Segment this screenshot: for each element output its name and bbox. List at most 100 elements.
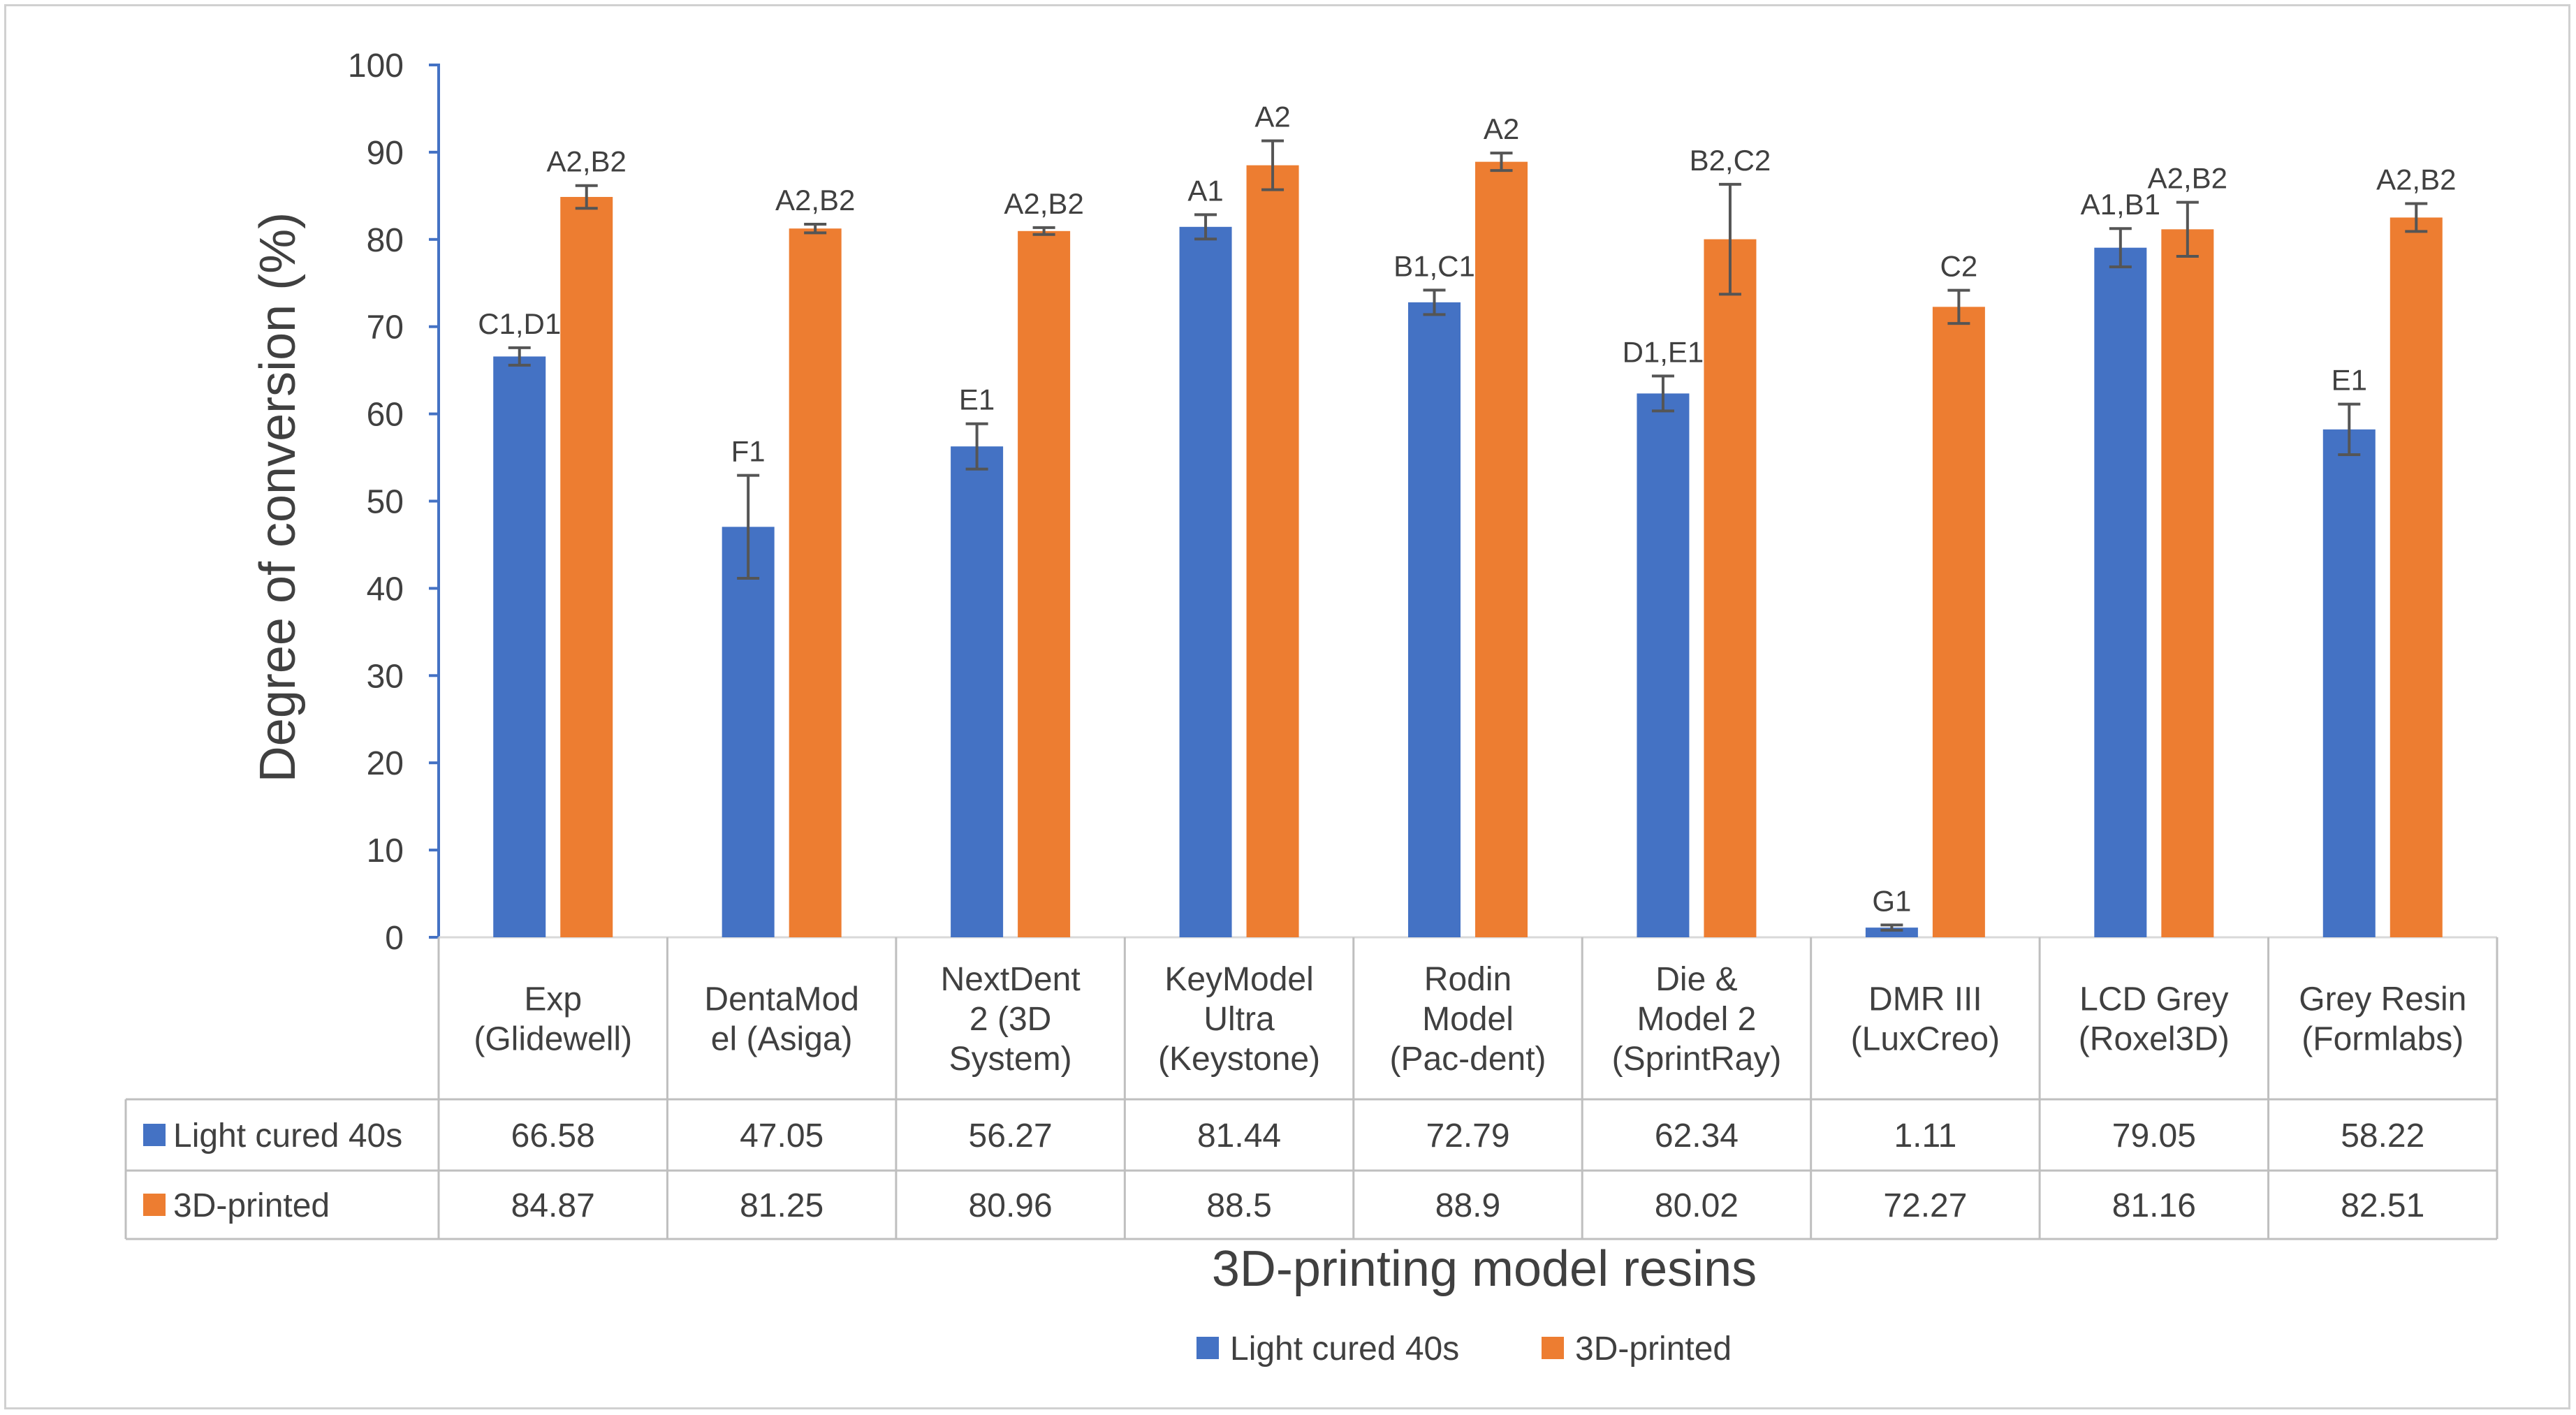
category-label-line: (Formlabs) [2301, 1021, 2464, 1058]
data-label: A2,B2 [547, 145, 627, 178]
data-label: G1 [1872, 884, 1911, 917]
y-tick-label: 80 [367, 222, 404, 259]
chart-frame [4, 4, 2570, 1409]
y-tick-label: 70 [367, 309, 404, 346]
table-cell: 80.96 [969, 1187, 1053, 1224]
bar-light-cured [722, 527, 775, 937]
bar-3d-printed [2161, 229, 2214, 937]
x-axis-title: 3D-printing model resins [1212, 1241, 1757, 1297]
bar-3d-printed [789, 228, 842, 937]
y-tick-label: 10 [367, 833, 404, 870]
table-cell: 66.58 [511, 1117, 595, 1154]
legend-label: 3D-printed [1575, 1330, 1732, 1368]
category-label: Rodin Model (Pac-dent) [1389, 961, 1546, 1078]
table-cell: 47.05 [740, 1117, 824, 1154]
data-label: A2,B2 [775, 184, 855, 217]
table-cell: 84.87 [511, 1187, 595, 1224]
y-tick-label: 60 [367, 397, 404, 434]
bar-3d-printed [1932, 307, 1985, 938]
data-label: D1,E1 [1623, 335, 1704, 368]
category-label-line: Grey Resin [2299, 981, 2466, 1018]
legend-swatch [1196, 1337, 1219, 1359]
category-label: DMR III (LuxCreo) [1851, 981, 2000, 1058]
bar-3d-printed [2390, 217, 2443, 938]
table-cell: 81.25 [740, 1187, 824, 1224]
category-label-line: (Pac-dent) [1389, 1041, 1546, 1078]
bar-light-cured [1408, 302, 1461, 937]
table-cell: 88.5 [1206, 1187, 1271, 1224]
bar-light-cured [1865, 928, 1918, 937]
table-cell: 72.27 [1883, 1187, 1967, 1224]
table-cell: 72.79 [1426, 1117, 1509, 1154]
data-label: C1,D1 [478, 307, 561, 340]
data-label: A2,B2 [2376, 163, 2456, 196]
category-label-line: Ultra [1203, 1001, 1275, 1038]
legend-swatch [1542, 1337, 1564, 1359]
y-axis: 0 10 20 30 40 50 60 70 80 90 100 [348, 47, 2497, 957]
data-label: E1 [2332, 364, 2367, 397]
category-label-line: Rodin [1424, 961, 1512, 998]
table-cell: 56.27 [969, 1117, 1053, 1154]
category-label-line: (SprintRay) [1612, 1041, 1782, 1078]
category-label-line: DMR III [1868, 981, 1982, 1018]
category-label-line: (Keystone) [1158, 1041, 1320, 1078]
data-label: A2 [1254, 101, 1290, 133]
y-tick-label: 90 [367, 135, 404, 172]
category-label: Grey Resin (Formlabs) [2299, 981, 2466, 1058]
legend: Light cured 40s 3D-printed [1196, 1330, 1732, 1368]
table-series-name: 3D-printed [173, 1187, 330, 1224]
y-tick-label: 30 [367, 658, 404, 695]
table-cell: 80.02 [1655, 1187, 1739, 1224]
bar-3d-printed [1704, 239, 1757, 938]
y-tick-label: 20 [367, 745, 404, 782]
table-legend-swatch [143, 1194, 166, 1216]
table-cell: 79.05 [2112, 1117, 2196, 1154]
category-label-line: (LuxCreo) [1851, 1021, 2000, 1058]
table-cell: 58.22 [2341, 1117, 2424, 1154]
category-label-line: el (Asiga) [711, 1021, 853, 1058]
category-label-line: Die & [1655, 961, 1737, 998]
y-axis-title: Degree of conversion (%) [250, 212, 306, 782]
data-label: B2,C2 [1690, 144, 1771, 177]
legend-label: Light cured 40s [1230, 1330, 1459, 1368]
data-label: A2,B2 [2148, 162, 2227, 195]
y-tick-label: 50 [367, 484, 404, 521]
category-label-line: DentaMod [704, 981, 858, 1018]
category-label: Die & Model 2 (SprintRay) [1612, 961, 1782, 1078]
y-tick-label: 0 [385, 920, 404, 957]
table-series-name: Light cured 40s [173, 1117, 402, 1154]
bar-light-cured [1179, 226, 1232, 937]
data-label: A2 [1484, 112, 1519, 145]
bar-light-cured [951, 446, 1004, 937]
data-label: E1 [959, 383, 995, 416]
bar-3d-printed [560, 196, 613, 938]
data-label: F1 [731, 435, 766, 468]
category-label: LCD Grey (Roxel3D) [2079, 981, 2230, 1058]
category-label-line: System) [949, 1041, 1072, 1078]
y-tick-label: 100 [348, 47, 404, 85]
table-cell: 62.34 [1655, 1117, 1739, 1154]
category-label-line: Model 2 [1637, 1001, 1757, 1038]
data-label: A1,B1 [2081, 188, 2160, 221]
bar-3d-printed [1246, 165, 1299, 937]
bar-3d-printed [1475, 161, 1528, 937]
category-label: DentaMod el (Asiga) [704, 981, 858, 1058]
bar-light-cured [2094, 247, 2147, 937]
data-label: A2,B2 [1004, 187, 1083, 220]
table-cell: 82.51 [2341, 1187, 2424, 1224]
bar-light-cured [493, 356, 546, 938]
table-cell: 88.9 [1435, 1187, 1500, 1224]
category-label: Exp (Glidewell) [474, 981, 632, 1058]
category-label-line: 2 (3D [969, 1001, 1051, 1038]
data-label: B1,C1 [1393, 249, 1475, 282]
category-label: KeyModel Ultra (Keystone) [1158, 961, 1320, 1078]
table-legend-swatch [143, 1124, 166, 1146]
category-label-line: NextDent [941, 961, 1081, 998]
data-label: C2 [1940, 250, 1978, 283]
data-label: A1 [1187, 174, 1223, 207]
y-tick-label: 40 [367, 571, 404, 608]
category-label-line: Exp [524, 981, 582, 1018]
bar-light-cured [1637, 393, 1690, 937]
category-label-line: LCD Grey [2079, 981, 2228, 1018]
